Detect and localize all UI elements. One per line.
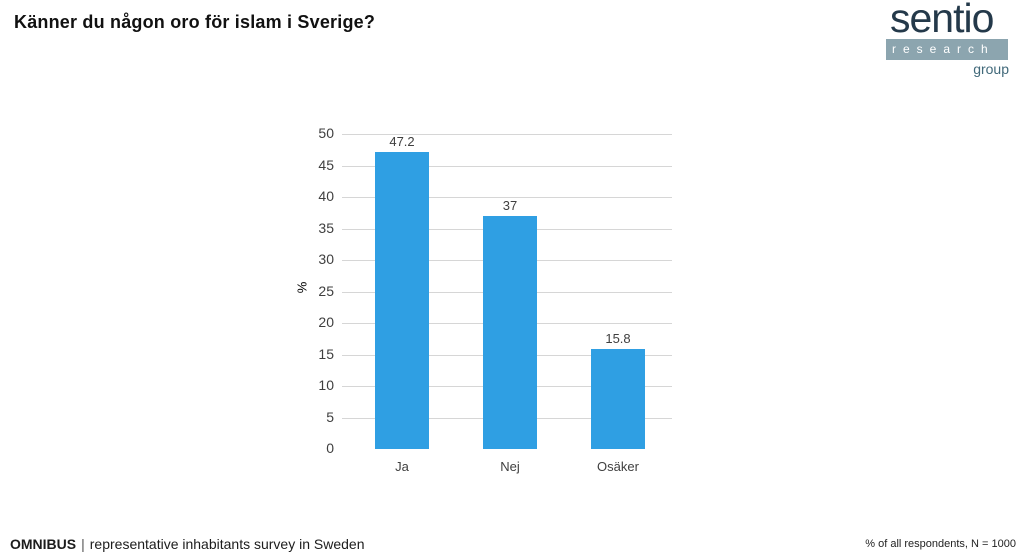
- y-axis-tick-label: 0: [326, 440, 334, 456]
- bar-value-label: 47.2: [389, 133, 415, 149]
- bar-nej: [483, 215, 537, 449]
- x-axis-category-label: Nej: [500, 459, 520, 474]
- footer-survey-text: representative inhabitants survey in Swe…: [89, 536, 365, 552]
- bar-chart: % 0 5 10 15 20 25 30 35 40 45 50 47.2 Ja 37 Nej 15.8 Osä…: [294, 120, 690, 485]
- y-axis-tick-label: 35: [318, 219, 334, 236]
- footer-survey-info: OMNIBUS | representative inhabitants surve…: [10, 536, 364, 552]
- y-axis-tick-label: 45: [318, 156, 334, 173]
- footer-separator: |: [81, 536, 85, 552]
- logo-wordmark: sentio: [890, 0, 994, 41]
- plot-area: 0 5 10 15 20 25 30 35 40 45 50 47.2 Ja 37 Nej 15.8 Osäke…: [318, 125, 672, 474]
- gridline: [342, 134, 672, 135]
- y-axis-tick-label: 15: [318, 345, 334, 362]
- logo-band-text: research: [892, 42, 995, 56]
- logo-sub-text: group: [973, 61, 1009, 77]
- gridline: [342, 197, 672, 198]
- footer-brand: OMNIBUS: [10, 536, 77, 552]
- x-axis-category-label: Ja: [395, 459, 409, 474]
- x-axis-category-label: Osäker: [597, 459, 639, 474]
- y-axis-tick-label: 50: [318, 125, 334, 141]
- y-axis-tick-label: 10: [318, 377, 334, 393]
- y-axis-tick-label: 25: [318, 282, 334, 299]
- bar-osäker: [591, 349, 645, 449]
- bar-value-label: 15.8: [605, 331, 631, 347]
- y-axis-tick-label: 20: [318, 314, 334, 330]
- y-axis-tick-label: 5: [326, 408, 334, 425]
- page-title: Känner du någon oro för islam i Sverige?: [14, 12, 376, 32]
- y-axis-tick-label: 40: [318, 188, 334, 204]
- y-axis-tick-label: 30: [318, 251, 334, 267]
- sentio-research-logo: sentio research group: [884, 0, 1014, 82]
- bar-ja: [375, 151, 429, 449]
- gridline: [342, 165, 672, 167]
- bar-value-label: 37: [502, 197, 518, 213]
- footer-sample-info: % of all respondents, N = 1000: [865, 538, 1016, 550]
- logo-band: [886, 39, 1008, 60]
